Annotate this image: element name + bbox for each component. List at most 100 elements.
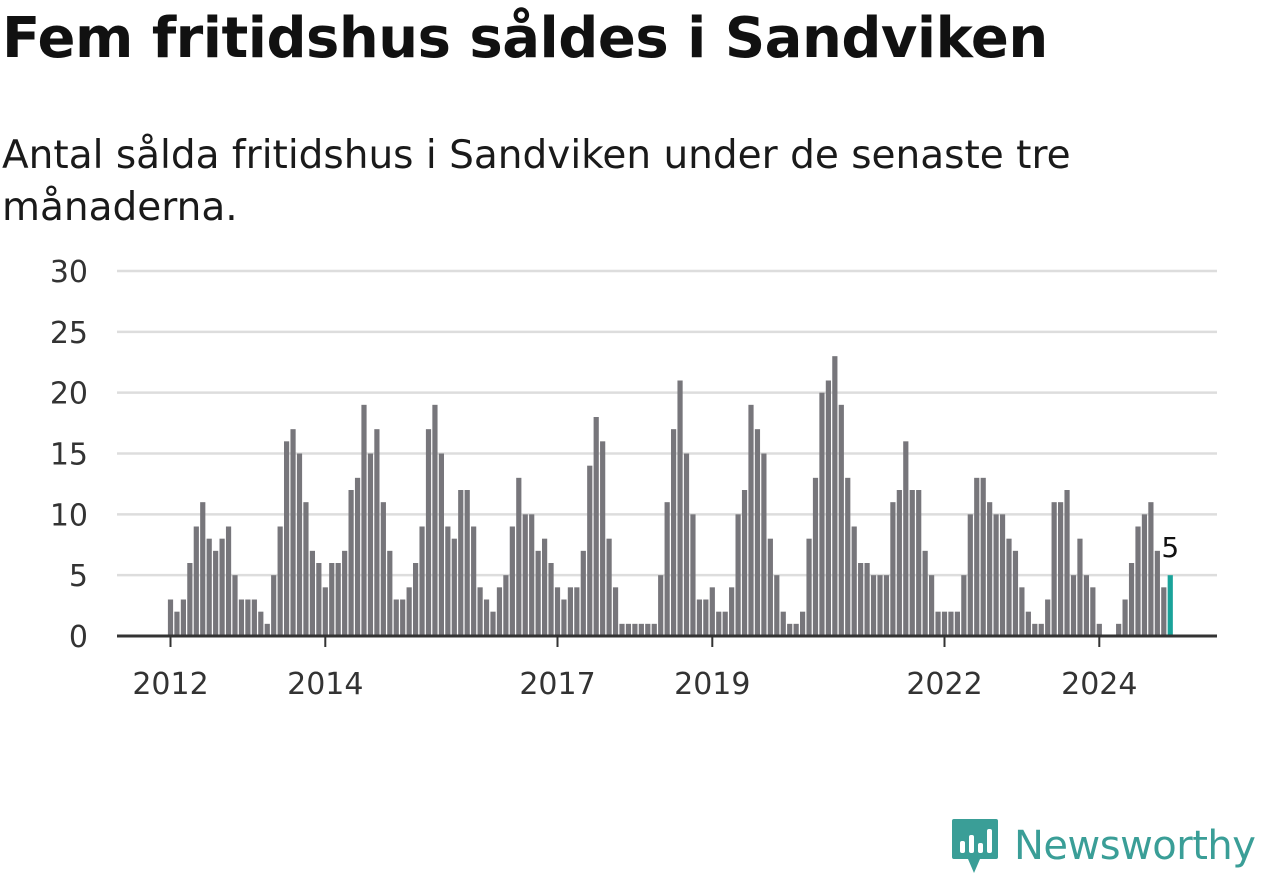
y-tick-label: 0 [69, 620, 88, 655]
bar [600, 441, 606, 636]
bar [929, 575, 935, 636]
bar [690, 514, 696, 636]
bar [1141, 514, 1148, 636]
bar [387, 550, 393, 636]
bar [425, 429, 432, 636]
bar [574, 587, 580, 636]
bar [1083, 575, 1089, 636]
bar [193, 526, 199, 636]
bar [651, 623, 657, 636]
bar [238, 599, 245, 636]
bar [761, 453, 767, 636]
bars [167, 356, 1173, 636]
bar [1032, 623, 1038, 636]
bar [290, 429, 296, 636]
bar [400, 599, 406, 636]
bar [361, 404, 367, 636]
bar [354, 477, 361, 636]
bar [922, 550, 928, 636]
bar [187, 563, 193, 636]
bar-chart: 0 5 10 15 20 25 30 2012 2014 2017 2019 2022 2024 5 [50, 255, 1217, 702]
bar [954, 611, 960, 636]
bar [548, 563, 554, 636]
bar [438, 453, 444, 636]
bar [671, 429, 677, 636]
bar [264, 623, 270, 636]
bar [258, 611, 264, 636]
bar [1128, 563, 1135, 636]
bar [174, 611, 180, 636]
bar [529, 514, 535, 636]
bar [999, 514, 1006, 636]
y-tick-label: 20 [50, 377, 88, 412]
bar [232, 575, 238, 636]
bar [754, 429, 761, 636]
bar [716, 611, 722, 636]
bar [987, 502, 993, 636]
bar [890, 502, 896, 636]
bar [542, 538, 548, 636]
bar [200, 502, 206, 636]
bar [1051, 502, 1057, 636]
bar [832, 356, 838, 636]
chart-subtitle: Antal sålda fritidshus i Sandviken under… [2, 133, 1071, 230]
bar [1135, 526, 1141, 636]
bar [1116, 623, 1122, 636]
bar-latest [1167, 575, 1173, 636]
newsworthy-logo: Newsworthy [950, 817, 1256, 875]
bar [451, 538, 457, 636]
bar [793, 623, 799, 636]
bar [329, 563, 335, 636]
bar [1090, 587, 1096, 636]
latest-value-label: 5 [1161, 531, 1179, 564]
bar [483, 599, 490, 636]
newsworthy-logo-icon [952, 819, 998, 873]
bar [271, 575, 277, 636]
x-tick-label: 2019 [674, 667, 750, 702]
bar [374, 429, 380, 636]
bar [851, 526, 857, 636]
bar [1006, 538, 1012, 636]
bar [961, 575, 967, 636]
bar [767, 538, 773, 636]
x-tick-label: 2014 [287, 667, 363, 702]
bar [625, 623, 632, 636]
bar [941, 611, 948, 636]
bar [335, 563, 341, 636]
bar [277, 526, 283, 636]
bar [741, 490, 748, 636]
bar [245, 599, 251, 636]
bar [974, 477, 980, 636]
y-tick-label: 15 [50, 438, 88, 473]
bar [780, 611, 786, 636]
bar [316, 563, 322, 636]
bar [213, 550, 219, 636]
bar [406, 587, 412, 636]
bar [1154, 550, 1160, 636]
bar [1012, 550, 1019, 636]
bar [393, 599, 399, 636]
bar [490, 611, 496, 636]
bar [1070, 575, 1077, 636]
bar [535, 550, 541, 636]
x-tick-label: 2024 [1061, 667, 1137, 702]
bar [909, 490, 915, 636]
bar [1045, 599, 1051, 636]
bar [167, 599, 174, 636]
bar [561, 599, 567, 636]
bar [883, 575, 890, 636]
bar [703, 599, 709, 636]
bar [593, 417, 599, 636]
bar [1122, 599, 1128, 636]
bar [322, 587, 328, 636]
bar [638, 623, 644, 636]
bar [696, 599, 702, 636]
bar [251, 599, 257, 636]
bar [948, 611, 954, 636]
bar [309, 550, 315, 636]
bar [1025, 611, 1031, 636]
brand-name: Newsworthy [1014, 823, 1256, 869]
bar [612, 587, 619, 636]
bar [477, 587, 483, 636]
bar [916, 490, 922, 636]
